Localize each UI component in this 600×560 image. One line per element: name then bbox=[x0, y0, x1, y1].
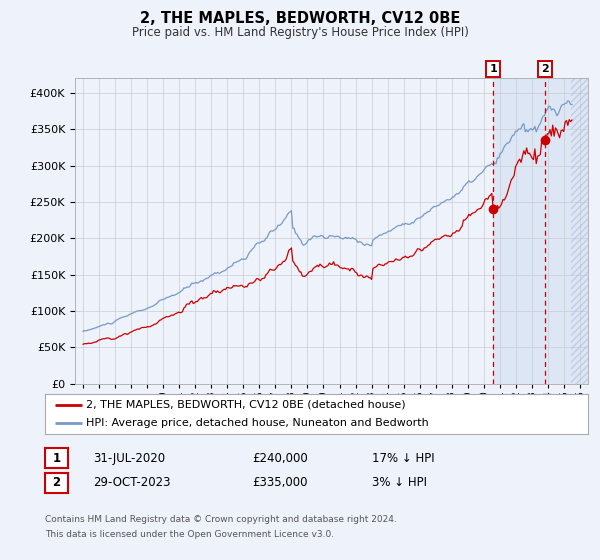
Text: 29-OCT-2023: 29-OCT-2023 bbox=[93, 476, 170, 489]
Text: 1: 1 bbox=[489, 64, 497, 74]
Text: This data is licensed under the Open Government Licence v3.0.: This data is licensed under the Open Gov… bbox=[45, 530, 334, 539]
Text: 3% ↓ HPI: 3% ↓ HPI bbox=[372, 476, 427, 489]
Text: 17% ↓ HPI: 17% ↓ HPI bbox=[372, 451, 434, 465]
Text: 1: 1 bbox=[52, 451, 61, 465]
Text: HPI: Average price, detached house, Nuneaton and Bedworth: HPI: Average price, detached house, Nune… bbox=[86, 418, 428, 428]
Bar bbox=[571, 78, 588, 384]
Text: 2, THE MAPLES, BEDWORTH, CV12 0BE: 2, THE MAPLES, BEDWORTH, CV12 0BE bbox=[140, 11, 460, 26]
Text: £240,000: £240,000 bbox=[252, 451, 308, 465]
Text: 2, THE MAPLES, BEDWORTH, CV12 0BE (detached house): 2, THE MAPLES, BEDWORTH, CV12 0BE (detac… bbox=[86, 400, 406, 409]
Bar bbox=[493, 78, 588, 384]
Text: 2: 2 bbox=[52, 476, 61, 489]
Text: 31-JUL-2020: 31-JUL-2020 bbox=[93, 451, 165, 465]
Text: £335,000: £335,000 bbox=[252, 476, 308, 489]
Text: 2: 2 bbox=[541, 64, 549, 74]
Text: Contains HM Land Registry data © Crown copyright and database right 2024.: Contains HM Land Registry data © Crown c… bbox=[45, 515, 397, 524]
Text: Price paid vs. HM Land Registry's House Price Index (HPI): Price paid vs. HM Land Registry's House … bbox=[131, 26, 469, 39]
